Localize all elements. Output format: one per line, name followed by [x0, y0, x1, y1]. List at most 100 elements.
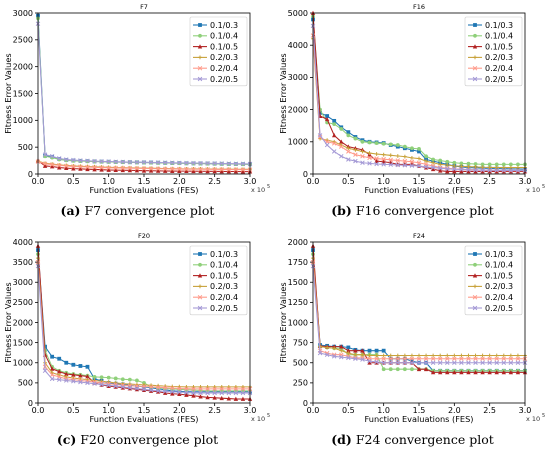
- data-point: [501, 162, 506, 167]
- data-point: [177, 386, 182, 391]
- legend-marker: [472, 76, 478, 82]
- data-point: [473, 353, 478, 358]
- data-point: [155, 388, 161, 394]
- data-point: [501, 165, 506, 170]
- data-point: [487, 353, 492, 358]
- legend-label: 0.1/0.3: [485, 21, 513, 30]
- data-point: [374, 156, 379, 161]
- data-point: [395, 143, 400, 147]
- data-point: [466, 353, 471, 358]
- data-point: [353, 147, 358, 152]
- data-point: [64, 157, 69, 162]
- data-point: [388, 162, 393, 167]
- legend: 0.1/0.3 0.1/0.40.1/0.5 0.2/0.3 0.2/0.4 0.2/0…: [189, 16, 248, 87]
- data-point: [226, 169, 231, 174]
- data-point: [480, 165, 485, 170]
- data-point: [64, 163, 69, 169]
- data-point: [78, 373, 83, 378]
- x-tick-label: 2.5: [208, 177, 221, 186]
- data-point: [402, 163, 408, 168]
- data-point: [120, 377, 125, 382]
- data-point: [395, 367, 400, 372]
- legend-marker: [472, 44, 478, 49]
- x-tick-label: 2.0: [448, 406, 461, 415]
- data-point: [381, 162, 386, 167]
- legend-label: 0.1/0.3: [210, 21, 238, 30]
- caption-label: (d): [331, 432, 352, 447]
- data-point: [170, 389, 175, 393]
- data-point: [402, 356, 408, 361]
- data-point: [437, 165, 443, 171]
- data-point: [346, 130, 351, 135]
- x-tick-label: 0.5: [67, 177, 80, 186]
- data-point: [346, 157, 351, 162]
- data-point: [360, 352, 365, 357]
- data-point: [438, 162, 443, 167]
- data-point: [120, 165, 126, 171]
- y-tick-label: 1000: [13, 116, 33, 125]
- data-point: [177, 389, 182, 394]
- data-point: [198, 160, 203, 166]
- data-point: [445, 370, 450, 375]
- data-point: [381, 353, 386, 358]
- data-point: [134, 159, 140, 165]
- data-point: [480, 370, 485, 375]
- data-point: [388, 360, 393, 366]
- data-point: [473, 162, 478, 166]
- legend-label: 0.2/0.5: [210, 75, 238, 84]
- data-point: [410, 156, 414, 160]
- data-point: [452, 370, 457, 375]
- chart-panel-f24: F24 0 250 500 750 1000 1250 1500 1750 2000 0.0 0.5 1…: [275, 229, 550, 457]
- y-tick-label: 1500: [288, 278, 308, 287]
- data-point: [487, 165, 492, 170]
- data-point: [381, 141, 386, 146]
- data-point: [205, 395, 210, 400]
- data-point: [339, 139, 344, 144]
- data-point: [226, 161, 232, 166]
- data-point: [494, 169, 499, 174]
- legend-marker: [472, 273, 478, 278]
- data-point: [233, 386, 239, 392]
- data-point: [360, 149, 365, 154]
- y-tick-label: 2500: [13, 36, 33, 45]
- data-point: [452, 356, 457, 361]
- y-tick-label: 0: [28, 170, 33, 179]
- data-point: [339, 144, 344, 149]
- data-point: [240, 167, 246, 172]
- data-point: [219, 386, 224, 392]
- data-point: [424, 154, 428, 159]
- data-point: [494, 370, 499, 375]
- data-point: [142, 380, 146, 385]
- data-point: [49, 372, 55, 378]
- plot-frame: [312, 241, 526, 404]
- data-point: [198, 394, 203, 399]
- data-point: [374, 152, 379, 156]
- data-point: [49, 164, 55, 169]
- data-point: [113, 165, 118, 171]
- data-point: [71, 379, 76, 384]
- data-point: [212, 385, 217, 389]
- data-point: [162, 160, 168, 165]
- y-tick-label: 3000: [288, 73, 308, 82]
- data-point: [191, 390, 196, 396]
- data-point: [226, 167, 232, 172]
- data-point: [459, 353, 464, 358]
- data-point: [501, 168, 507, 173]
- data-point: [487, 169, 492, 174]
- legend-label: 0.1/0.4: [485, 32, 513, 41]
- data-point: [388, 153, 393, 158]
- data-point: [367, 161, 372, 166]
- chart-title: F7: [140, 3, 148, 11]
- data-point: [367, 353, 372, 358]
- data-point: [42, 152, 48, 157]
- data-point: [515, 356, 521, 361]
- data-point: [346, 133, 351, 138]
- data-point: [360, 154, 365, 159]
- data-point: [233, 167, 239, 172]
- chart-panel-f7: F7 0 500 1000 1500 2000 2500 3000 0.0 0.5 1.0 1.5 2.…: [0, 0, 275, 228]
- data-point: [346, 351, 351, 355]
- data-point: [459, 370, 464, 375]
- data-point: [127, 377, 132, 382]
- data-point: [155, 168, 161, 173]
- data-point: [367, 348, 372, 353]
